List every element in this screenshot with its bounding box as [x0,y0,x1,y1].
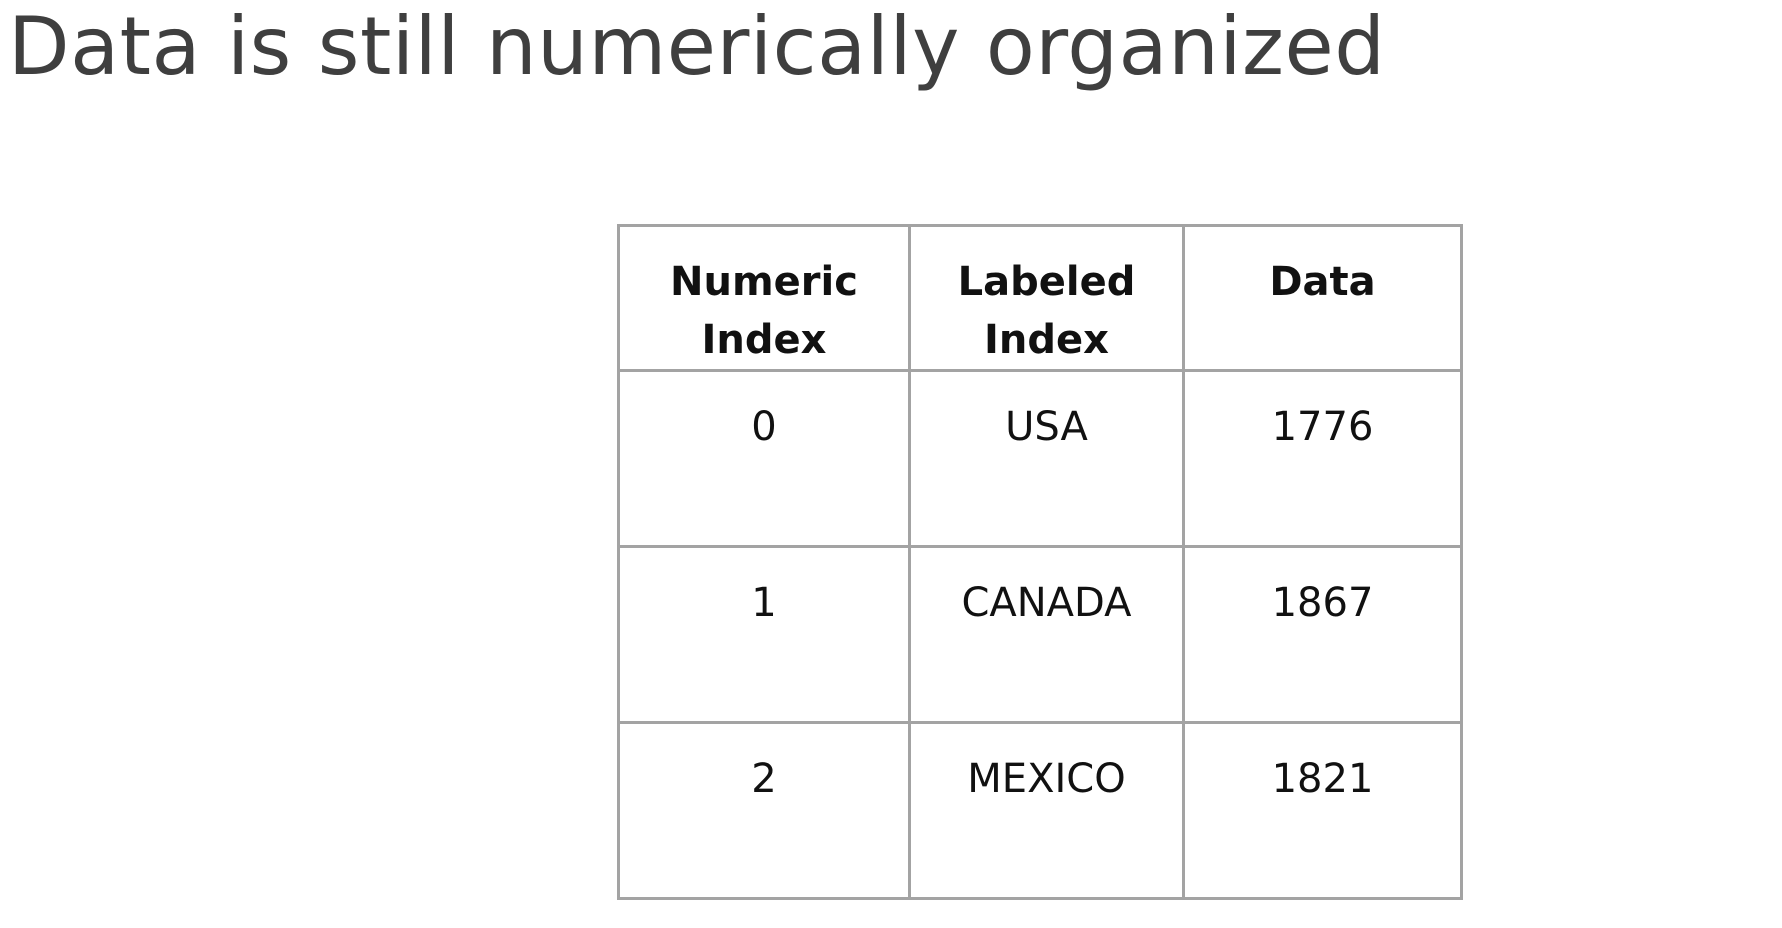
header-labeled-index-line2: Index [984,317,1109,363]
data-table: Numeric Index Labeled Index Data 0 USA 1… [617,224,1463,900]
cell-numeric-index: 0 [617,369,911,548]
header-data: Data [1182,224,1463,372]
header-data-line1: Data [1269,259,1376,305]
table-row: 0 USA 1776 [617,369,1463,548]
header-numeric-index-line2: Index [701,317,827,363]
table-header-row: Numeric Index Labeled Index Data [617,224,1463,372]
header-labeled-index-line1: Labeled [957,259,1136,305]
header-labeled-index: Labeled Index [908,224,1185,372]
cell-labeled-index: CANADA [908,545,1185,724]
cell-labeled-index: USA [908,369,1185,548]
slide-title: Data is still numerically organized [8,0,1386,93]
header-numeric-index-line1: Numeric [670,259,858,305]
cell-numeric-index: 1 [617,545,911,724]
table-row: 1 CANADA 1867 [617,545,1463,724]
cell-numeric-index: 2 [617,721,911,900]
cell-data: 1867 [1182,545,1463,724]
cell-labeled-index: MEXICO [908,721,1185,900]
header-numeric-index: Numeric Index [617,224,911,372]
table-row: 2 MEXICO 1821 [617,721,1463,900]
cell-data: 1776 [1182,369,1463,548]
cell-data: 1821 [1182,721,1463,900]
